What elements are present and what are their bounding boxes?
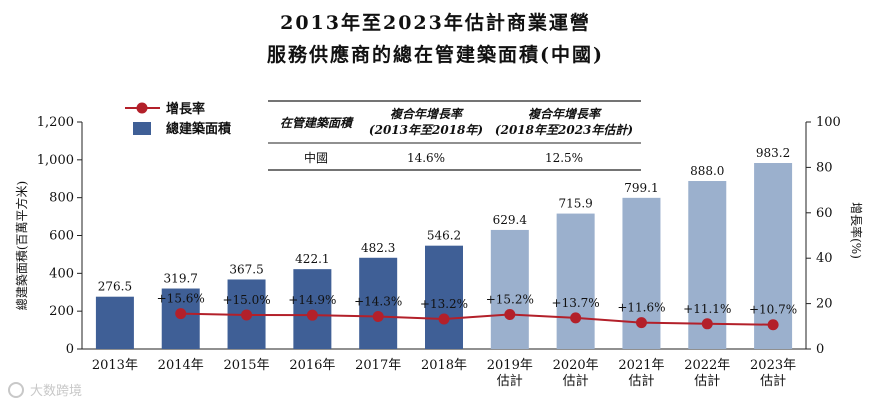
y-tick-label-right: 20 [816,297,833,312]
x-tick-label-line: 估計 [628,373,654,389]
legend-bar-swatch [133,122,151,135]
y-tick-label-right: 0 [816,342,824,357]
table-cell: 12.5% [545,151,583,165]
x-tick-label-line: 估計 [760,373,786,389]
x-tick-label-line: 2023年 [750,358,796,373]
x-tick-label: 2016年 [289,358,335,373]
x-tick-label: 2015年 [223,358,269,373]
table-header-cell: (2018年至2023年估計) [495,123,633,137]
growth-rate-line [180,312,774,326]
bar-value-label: 482.3 [361,241,395,255]
growth-rate-marker [701,318,713,330]
growth-rate-label: +15.0% [222,293,270,307]
bar [95,296,134,349]
growth-rate-marker [306,309,318,321]
x-tick-label-line: 估計 [694,373,720,389]
bar-value-label: 422.1 [295,252,329,266]
y-tick-label-left: 1,200 [37,115,74,130]
x-tick-label-line: 估計 [497,373,523,389]
growth-rate-label: +13.7% [552,296,600,310]
growth-rate-label: +15.6% [157,292,205,306]
x-tick-label-line: 2021年 [618,358,664,373]
watermark-logo-icon [8,382,24,398]
x-tick-label: 2022年估計 [684,358,730,389]
growth-rate-label: +13.2% [420,297,468,311]
x-tick-label-line: 2022年 [684,358,730,373]
bar-value-label: 319.7 [164,272,198,286]
growth-rate-label: +15.2% [486,292,534,306]
bar-value-label: 629.4 [493,213,528,227]
y-tick-label-right: 40 [816,251,833,266]
x-tick-label-line: 2018年 [421,358,467,373]
bar [425,245,463,349]
growth-rate-marker [372,311,384,323]
x-tick-label-line: 2020年 [553,358,599,373]
legend-label-area: 總建築面積 [166,121,232,137]
table-cell: 14.6% [407,151,445,165]
x-tick-label-line: 估計 [563,373,589,389]
table-header-cell: (2013年至2018年) [369,123,483,137]
bar [556,213,595,349]
growth-rate-marker [635,317,647,329]
y-axis-title-right: 增長率(%) [849,202,864,259]
growth-rate-label: +11.6% [617,301,665,315]
x-tick-label: 2019年估計 [487,358,533,389]
x-tick-label-line: 2014年 [158,358,204,373]
y-axis-title-left: 總建築面積(百萬平方米) [14,181,29,310]
growth-rate-label: +10.7% [749,303,797,317]
bar-value-label: 983.2 [756,146,790,160]
growth-rate-marker [570,312,582,324]
y-tick-label-right: 80 [816,160,833,175]
table-cell: 中國 [304,150,328,165]
table-header-cell: 複合年增長率 [390,107,464,121]
y-tick-label-left: 800 [49,191,74,206]
bar-value-label: 799.1 [624,181,658,195]
table-header-cell: 在管建築面積 [280,116,354,130]
chart-title-line-2: 服務供應商的總在管建築面積(中國) [267,44,604,66]
bar [754,163,793,349]
bar-value-label: 715.9 [558,197,592,211]
x-tick-label-line: 2019年 [487,358,533,373]
y-tick-label-left: 0 [66,342,74,357]
x-tick-label: 2017年 [355,358,401,373]
x-tick-label-line: 2016年 [289,358,335,373]
x-tick-label-line: 2015年 [223,358,269,373]
legend-label-growth: 增長率 [166,101,205,117]
growth-rate-marker [175,308,187,320]
bar [293,269,332,349]
x-tick-label: 2023年估計 [750,358,796,389]
bar-value-label: 546.2 [427,229,461,243]
x-tick-label: 2013年 [92,358,138,373]
y-tick-label-left: 600 [49,229,74,244]
x-tick-label: 2020年估計 [553,358,599,389]
legend-marker-swatch [136,102,148,114]
y-tick-label-left: 400 [49,266,74,281]
growth-rate-marker [438,313,450,325]
x-tick-label: 2014年 [158,358,204,373]
x-tick-label: 2018年 [421,358,467,373]
x-tick-label: 2021年估計 [618,358,664,389]
x-tick-label-line: 2013年 [92,358,138,373]
watermark-text: 大数跨境 [30,384,82,399]
growth-rate-label: +11.1% [683,302,731,316]
bar-value-label: 367.5 [229,262,263,276]
y-tick-label-right: 100 [816,115,841,130]
y-tick-label-right: 60 [816,206,833,221]
y-tick-label-left: 200 [49,304,74,319]
bar [490,229,529,349]
y-tick-label-left: 1,000 [37,153,74,168]
bar [359,257,398,349]
growth-rate-marker [241,309,253,321]
table-header-cell: 複合年增長率 [528,107,602,121]
bar-value-label: 888.0 [690,164,724,178]
growth-rate-marker [767,319,779,331]
bar-value-label: 276.5 [98,280,132,294]
growth-rate-label: +14.3% [354,295,402,309]
growth-rate-label: +14.9% [288,293,336,307]
x-tick-label-line: 2017年 [355,358,401,373]
growth-rate-marker [504,308,516,320]
chart-title-line-1: 2013年至2023年估計商業運營 [280,12,591,34]
